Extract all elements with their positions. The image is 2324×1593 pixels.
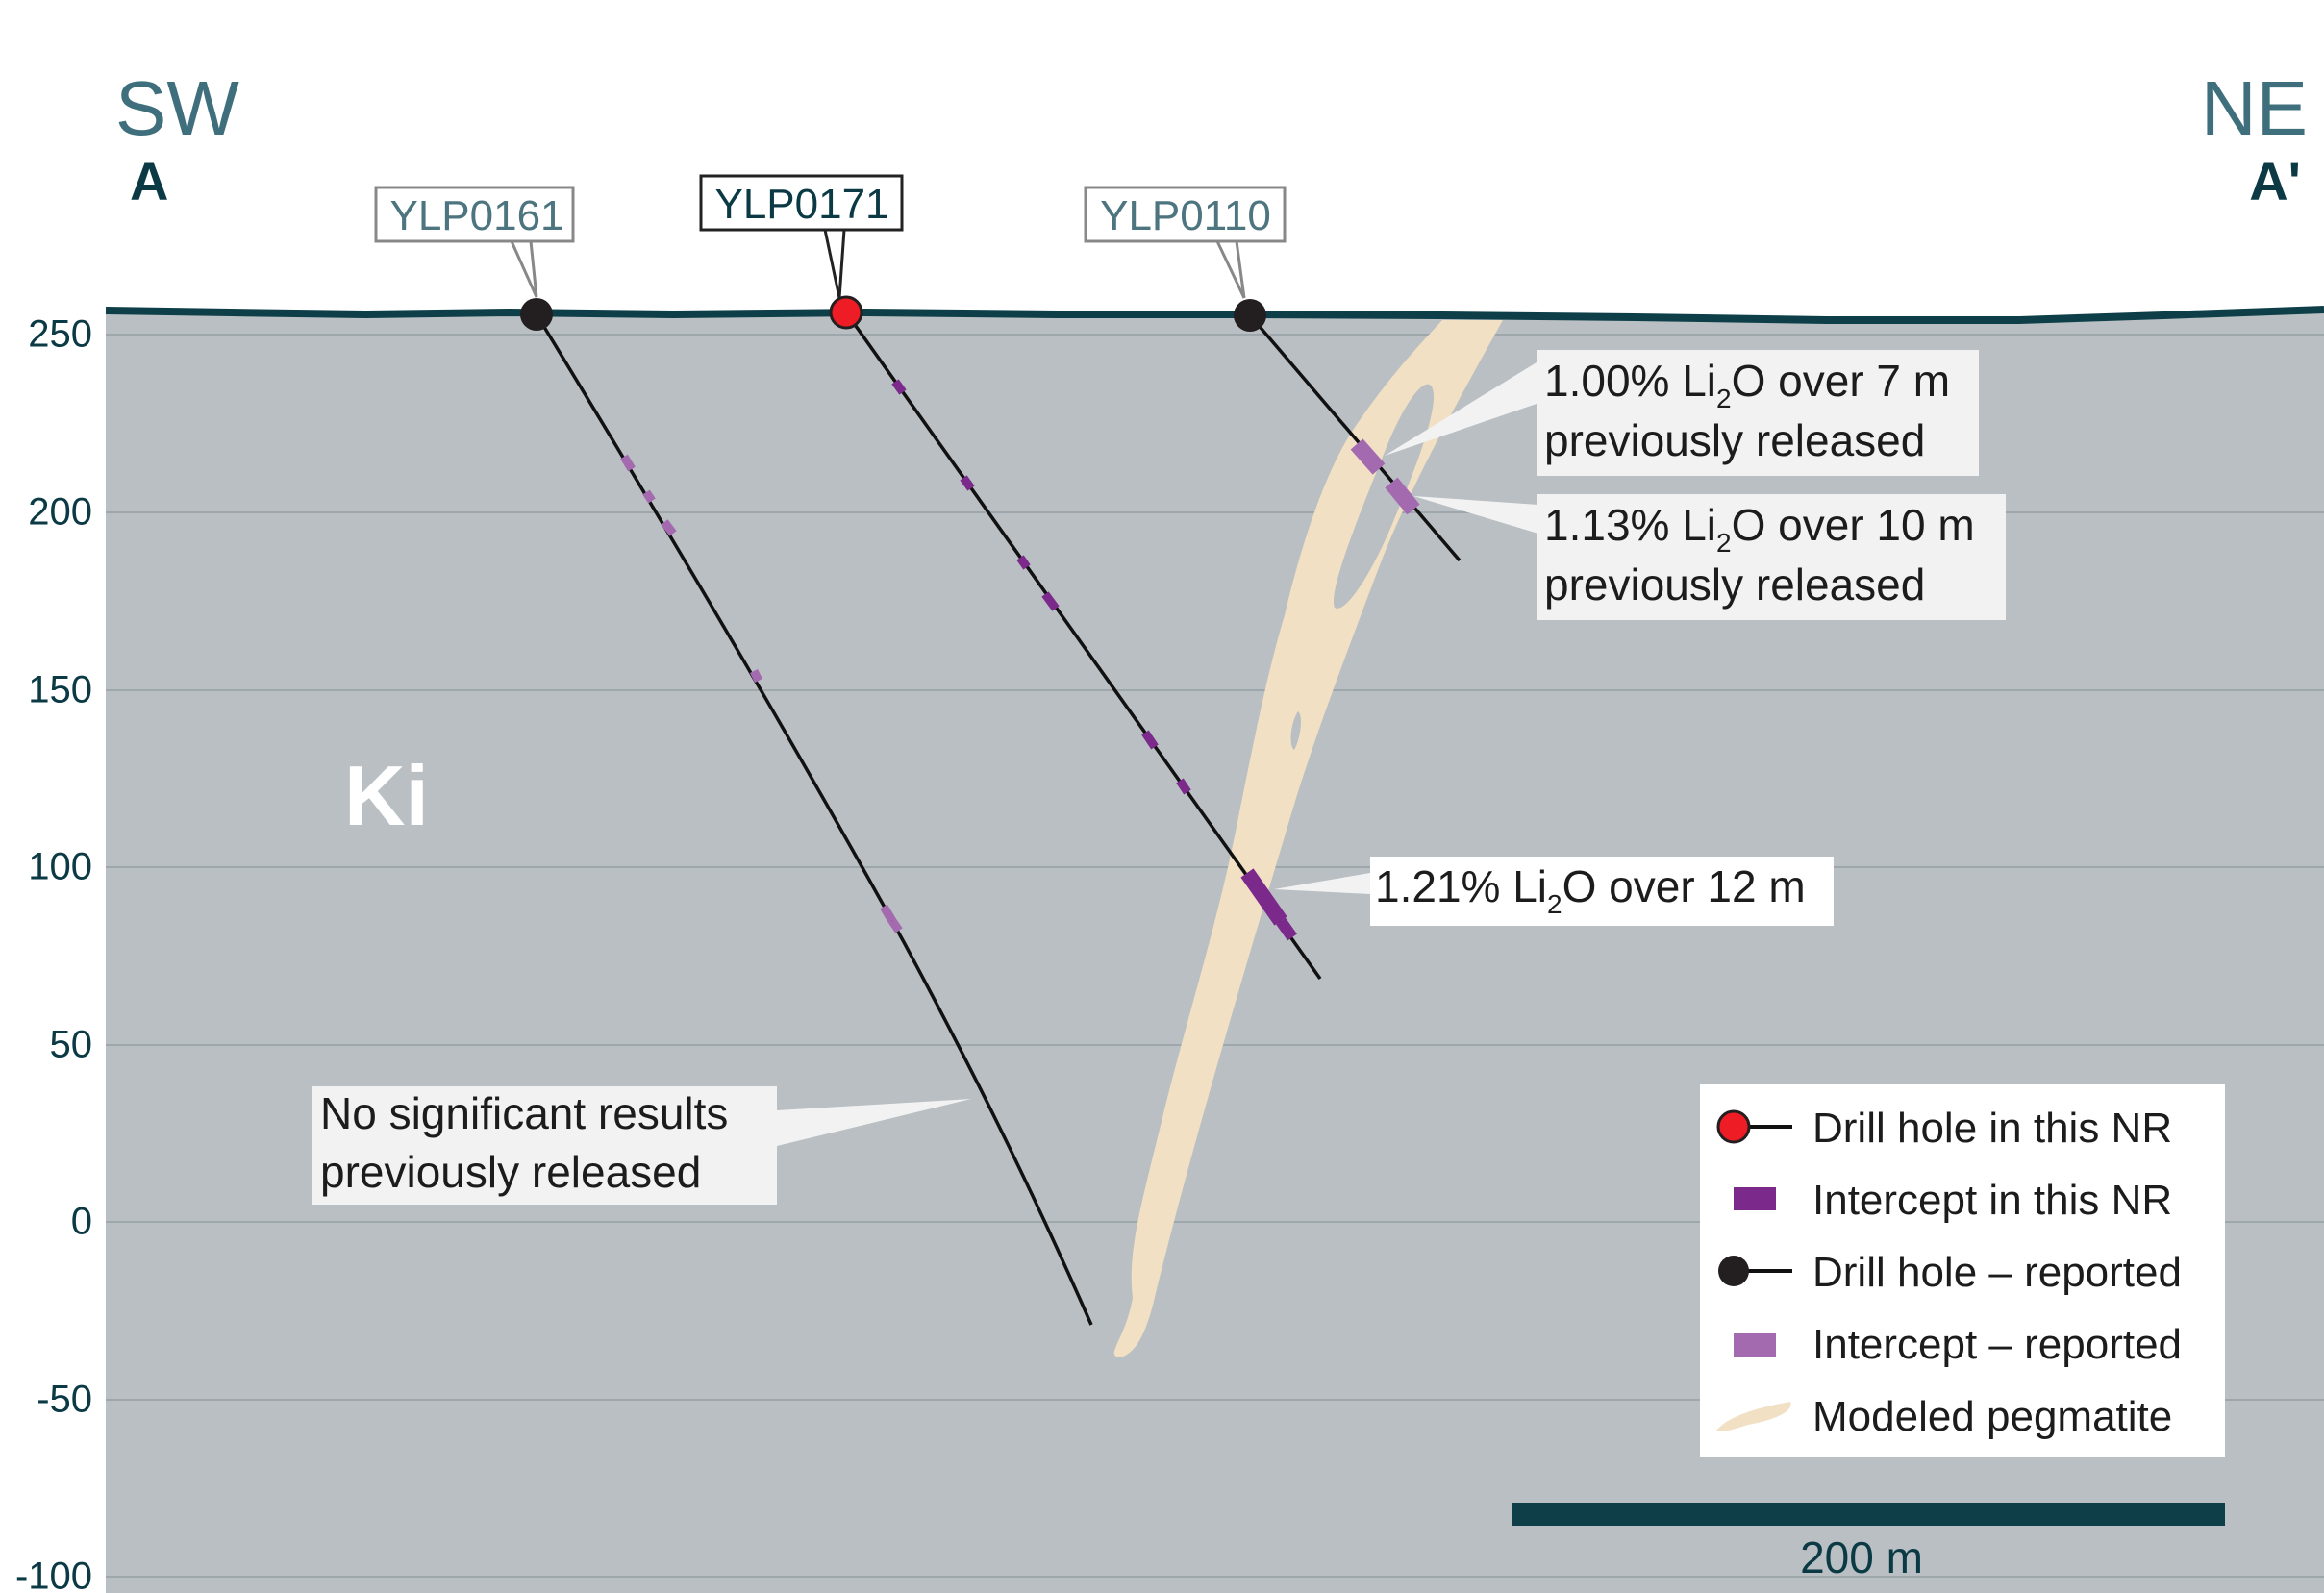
callout-subscript: 2 <box>1716 384 1732 413</box>
elev-tick: 200 <box>28 491 92 534</box>
callout-line1: No significant results <box>320 1088 728 1138</box>
callout-interval: O over 12 m <box>1562 861 1806 911</box>
red-collar-icon <box>1716 1109 1751 1144</box>
section-end-a: A <box>130 151 168 212</box>
drill-trace-ylp0171 <box>844 311 1322 981</box>
elev-tick: -100 <box>15 1556 92 1593</box>
callout-grade: 1.00% Li <box>1544 356 1716 406</box>
legend-item-pegmatite: Modeled pegmatite <box>1716 1393 2172 1440</box>
modeled-pegmatite <box>1113 320 1503 1357</box>
elev-tick: 0 <box>71 1201 92 1243</box>
elev-tick: -50 <box>37 1379 92 1421</box>
light-purple-intercept-icon <box>1734 1333 1776 1357</box>
elev-tick: 50 <box>50 1024 93 1066</box>
callout-grade: 1.21% Li <box>1375 861 1547 911</box>
hole-id-ylp0110: YLP0110 <box>1100 192 1271 239</box>
callout-interval: O over 10 m <box>1732 500 1975 550</box>
legend-label: Intercept in this NR <box>1812 1177 2172 1224</box>
svg-text:1.00% Li2O over 7 m: 1.00% Li2O over 7 m <box>1544 356 1950 413</box>
black-collar-icon <box>1718 1256 1749 1286</box>
scale-bar: 200 m <box>1512 1503 2225 1582</box>
drill-trace-ylp0110 <box>1248 313 1462 562</box>
collar-ylp0110 <box>1234 299 1266 332</box>
legend-item-drill-hole-reported: Drill hole – reported <box>1718 1249 2182 1296</box>
collar-ylp0171 <box>829 295 863 330</box>
legend-label: Drill hole – reported <box>1812 1249 2182 1296</box>
elevation-axis: 250 200 150 100 50 0 -50 -100 <box>15 313 92 1593</box>
hole-id-ylp0171: YLP0171 <box>714 181 888 228</box>
callout-grade: 1.13% Li <box>1544 500 1716 550</box>
scale-bar-label: 200 m <box>1800 1532 1923 1582</box>
callout-note: previously released <box>1544 560 1925 610</box>
legend-label: Modeled pegmatite <box>1812 1393 2172 1440</box>
svg-text:1.13% Li2O over 10 m: 1.13% Li2O over 10 m <box>1544 500 1975 558</box>
callout-subscript: 2 <box>1716 528 1732 558</box>
callout-line2: previously released <box>320 1147 701 1197</box>
drill-trace-ylp0161 <box>535 313 1093 1326</box>
callout-interval: O over 7 m <box>1732 356 1951 406</box>
elev-tick: 250 <box>28 313 92 356</box>
collar-label-ylp0171: YLP0171 <box>699 174 904 299</box>
legend-item-drill-hole-this-nr: Drill hole in this NR <box>1716 1105 2172 1152</box>
section-end-a-prime: A' <box>2249 151 2301 212</box>
collar-ylp0161 <box>520 298 553 331</box>
pegmatite-lens-window <box>1333 384 1435 609</box>
callout-leaders <box>777 362 1538 1146</box>
callout-ylp0110-lower: 1.13% Li2O over 10 m previously released <box>1537 494 2006 620</box>
bearing-right: NE <box>2201 65 2308 151</box>
pegmatite-swatch-icon <box>1716 1402 1791 1431</box>
topographic-surface <box>105 306 2324 324</box>
legend: Drill hole in this NR Intercept in this … <box>1700 1084 2225 1457</box>
legend-label: Drill hole in this NR <box>1812 1105 2172 1152</box>
intercepts-reported <box>620 454 903 933</box>
scale-bar-line <box>1512 1503 2225 1526</box>
rock-unit-label: Ki <box>344 748 429 843</box>
dark-purple-intercept-icon <box>1734 1187 1776 1210</box>
bearing-left: SW <box>115 65 239 151</box>
callout-ylp0110-upper: 1.00% Li2O over 7 m previously released <box>1537 350 1979 476</box>
collar-label-ylp0161: YLP0161 <box>374 186 575 298</box>
legend-label: Intercept – reported <box>1812 1321 2182 1368</box>
pegmatite-inclusion <box>1290 711 1301 750</box>
elev-tick: 100 <box>28 846 92 888</box>
legend-item-intercept-reported: Intercept – reported <box>1734 1321 2182 1368</box>
callout-ylp0161: No significant results previously releas… <box>312 1086 777 1205</box>
callout-ylp0171: 1.21% Li2O over 12 m <box>1370 857 1834 926</box>
intercepts-this-nr <box>891 379 1297 941</box>
callout-subscript: 2 <box>1547 889 1562 919</box>
collar-label-ylp0110: YLP0110 <box>1084 186 1287 299</box>
svg-text:1.21% Li2O over 12 m: 1.21% Li2O over 12 m <box>1375 861 1806 919</box>
intercepts-reported-0110 <box>1350 438 1420 515</box>
elev-tick: 150 <box>28 669 92 711</box>
hole-id-ylp0161: YLP0161 <box>389 192 563 239</box>
legend-item-intercept-this-nr: Intercept in this NR <box>1734 1177 2172 1224</box>
callout-note: previously released <box>1544 415 1925 465</box>
